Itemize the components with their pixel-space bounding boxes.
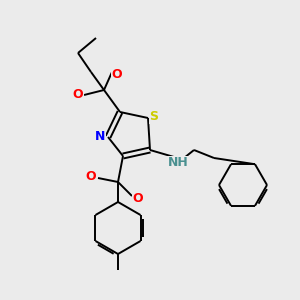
Text: NH: NH	[168, 157, 188, 169]
Text: O: O	[73, 88, 83, 101]
Text: N: N	[95, 130, 105, 142]
Text: O: O	[86, 170, 96, 184]
Text: O: O	[112, 68, 122, 80]
Text: S: S	[149, 110, 158, 124]
Text: O: O	[133, 191, 143, 205]
